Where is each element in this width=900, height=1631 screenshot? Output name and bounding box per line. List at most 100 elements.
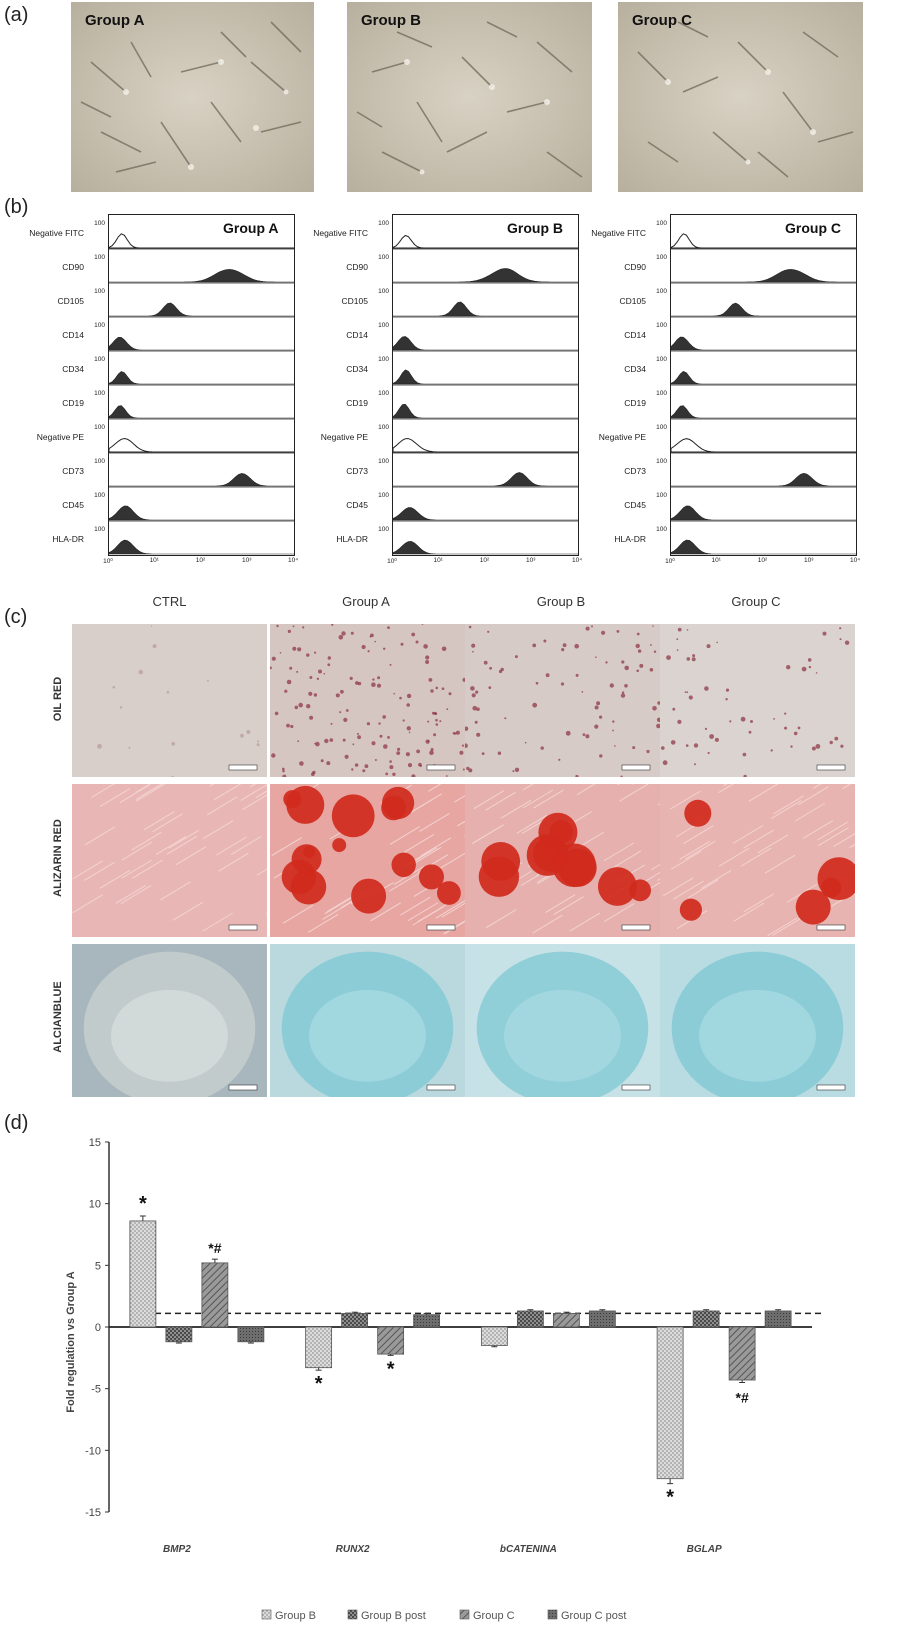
histogram-y-tick: 100 (94, 424, 105, 431)
marker-label: CD105 (57, 296, 84, 306)
marker-label: CD105 (341, 296, 368, 306)
row-header-alcian-blue: ALCIANBLUE (52, 981, 64, 1053)
marker-label: Negative PE (598, 432, 646, 442)
bar (129, 1220, 157, 1328)
category-label: bCATENINA (500, 1544, 557, 1555)
cell-micrograph-group-c: Group C (618, 2, 863, 192)
marker-label: CD19 (346, 398, 368, 408)
histogram-x-tick: 10³ (242, 557, 252, 564)
stain-alcian-blue-group-c (660, 944, 855, 1097)
histogram-x-tick: 10¹ (711, 557, 721, 564)
bar-chart: Fold regulation vs Group A 15 10 5 0 -5 -10 -1… (65, 1137, 824, 1622)
stain-alcian-blue-ctrl (72, 944, 267, 1097)
histogram-x-tick: 10² (757, 557, 768, 564)
stain-alizarin-red-ctrl (72, 784, 267, 937)
histogram-y-tick: 100 (656, 526, 667, 533)
y-tick-label: -10 (85, 1445, 101, 1457)
marker-label: Negative PE (320, 432, 368, 442)
bar (692, 1310, 720, 1328)
histogram-y-tick: 100 (656, 492, 667, 499)
legend-label: Group B (275, 1610, 316, 1622)
significance-marker: * (387, 1358, 395, 1380)
histogram-y-tick: 100 (378, 322, 389, 329)
category-label: BGLAP (687, 1544, 722, 1555)
bar (728, 1326, 756, 1381)
stain-oil-red-group-a (270, 624, 465, 777)
cell-texture (618, 2, 863, 192)
histogram-x-tick: 10⁴ (571, 557, 583, 564)
marker-label: Negative PE (36, 432, 84, 442)
histogram-group-title: Group A (223, 220, 279, 236)
histogram-cd34 (393, 369, 578, 385)
histogram-cd19 (109, 405, 294, 419)
legend-label: Group C (473, 1610, 515, 1622)
marker-label: CD34 (62, 364, 84, 374)
significance-marker: *# (208, 1240, 221, 1256)
cell-texture (71, 2, 314, 192)
marker-label: CD73 (346, 466, 368, 476)
histogram-x-tick: 10⁴ (287, 557, 299, 564)
histogram-stack (670, 214, 857, 556)
histogram-y-tick: 100 (94, 390, 105, 397)
histogram-y-tick: 100 (378, 288, 389, 295)
marker-label: CD19 (624, 398, 646, 408)
histogram-y-tick: 100 (378, 220, 389, 227)
column-header-group-c: Group C (731, 594, 781, 609)
legend-swatch (347, 1609, 358, 1620)
histogram-y-tick: 100 (378, 390, 389, 397)
bar (413, 1314, 441, 1328)
marker-label: CD34 (346, 364, 368, 374)
histogram-y-tick: 100 (378, 356, 389, 363)
histogram-stack (108, 214, 295, 556)
histogram-stack (392, 214, 579, 556)
bar (516, 1310, 544, 1328)
bar (480, 1326, 508, 1346)
cell-micrograph-group-b: Group B (347, 2, 592, 192)
significance-marker: *# (736, 1390, 749, 1406)
histogram-x-tick: 10⁰ (103, 558, 113, 565)
legend-swatch (261, 1609, 272, 1620)
histogram-y-tick: 100 (656, 288, 667, 295)
marker-label: CD45 (624, 500, 646, 510)
column-header-group-a: Group A (342, 594, 390, 609)
histogram-y-tick: 100 (94, 458, 105, 465)
histogram-cd14 (109, 336, 294, 351)
marker-label: CD90 (624, 262, 646, 272)
stain-alcian-blue-group-a (270, 944, 465, 1097)
histogram-cd14 (393, 336, 578, 351)
marker-label: CD19 (62, 398, 84, 408)
y-tick-label: 10 (89, 1199, 101, 1211)
legend-label: Group C post (561, 1610, 626, 1622)
histogram-x-tick: 10¹ (433, 557, 443, 564)
cell-micrograph-group-a: Group A (71, 2, 314, 192)
bar (656, 1326, 684, 1480)
histogram-x-tick: 10³ (526, 557, 536, 564)
histogram-cd14 (671, 336, 856, 351)
marker-label: CD73 (624, 466, 646, 476)
marker-label: Negative FITC (313, 228, 368, 238)
histogram-y-tick: 100 (656, 458, 667, 465)
histogram-x-tick: 10² (479, 557, 490, 564)
histogram-cd34 (109, 371, 294, 385)
histogram-y-tick: 100 (656, 220, 667, 227)
micrograph-title: Group B (361, 12, 421, 29)
histogram-y-tick: 100 (94, 322, 105, 329)
y-tick-label: 0 (95, 1322, 101, 1334)
histogram-negative-pe (109, 437, 294, 453)
bar (377, 1326, 405, 1355)
histogram-x-tick: 10¹ (149, 557, 159, 564)
marker-label: CD73 (62, 466, 84, 476)
significance-marker: * (139, 1193, 147, 1215)
bar (341, 1313, 369, 1328)
legend-label: Group B post (361, 1610, 426, 1622)
histogram-negative-fitc (109, 233, 294, 249)
histogram-y-tick: 100 (378, 458, 389, 465)
histogram-cd90 (109, 269, 294, 283)
histogram-hla-dr (109, 539, 294, 555)
bar (305, 1326, 333, 1369)
histogram-group-title: Group B (507, 220, 563, 236)
y-tick-label: 5 (95, 1260, 101, 1272)
marker-label: CD14 (624, 330, 646, 340)
histogram-cd19 (671, 405, 856, 419)
histogram-cd45 (671, 505, 856, 521)
